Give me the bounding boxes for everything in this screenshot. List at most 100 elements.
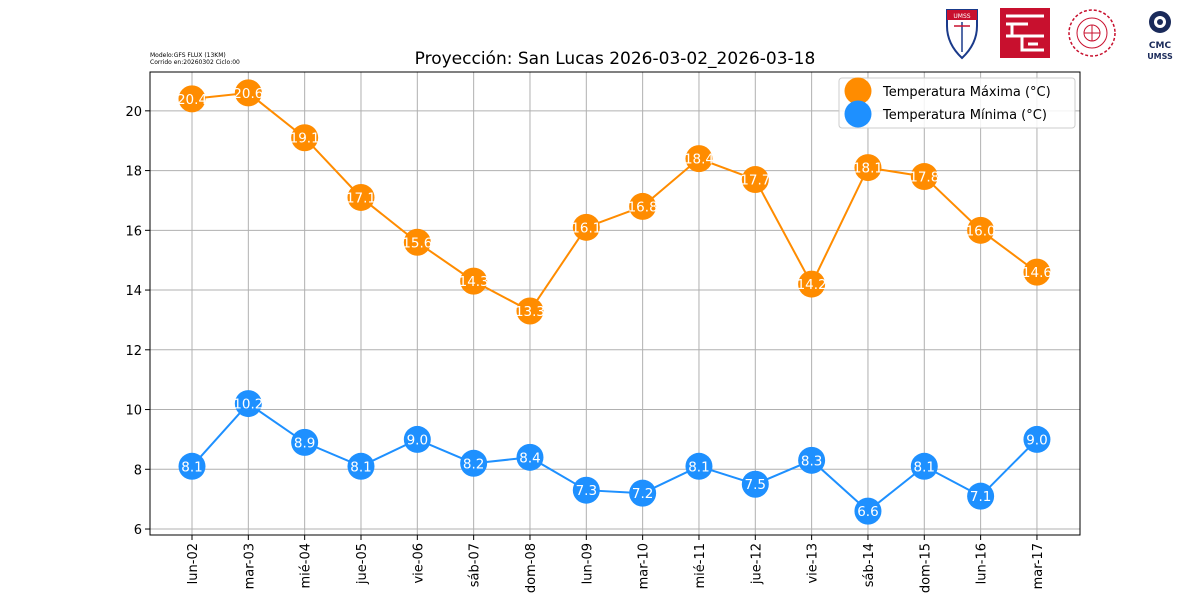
y-tick-label: 14 [125,284,142,299]
data-label-1: 8.1 [688,459,709,475]
data-point-0 [854,154,882,182]
x-tick-label: lun-16 [975,543,990,584]
data-point-1 [1023,425,1051,453]
data-label-0: 18.4 [684,152,714,168]
data-label-1: 10.2 [233,397,263,413]
data-label-1: 8.9 [294,435,315,451]
data-point-1 [460,449,488,477]
svg-text:CMC: CMC [1149,41,1172,51]
series-line-0 [191,91,1038,313]
x-tick-label: lun-09 [580,543,595,584]
legend: Temperatura Máxima (°C) Temperatura Mínim… [838,77,1076,129]
data-label-0: 13.3 [515,304,545,320]
legend-marker-0 [844,77,872,105]
data-point-0 [629,192,657,220]
data-label-0: 20.6 [233,86,263,102]
legend-marker-1 [844,100,872,128]
model-info-line2: Corrido en:20260302 Ciclo:00 [150,59,240,66]
data-label-0: 17.8 [909,170,939,186]
data-label-0: 17.7 [740,173,770,189]
data-point-0 [967,216,995,244]
data-point-0 [572,213,600,241]
legend-box [838,77,1076,129]
data-point-0 [347,183,375,211]
axes: lun-02 mar-03 mié-04 jue-05 vie-06 sáb-07 dom-… [125,105,1045,593]
data-label-1: 8.1 [181,459,202,475]
x-tick-label: dom-08 [524,543,539,593]
data-point-0 [685,145,713,173]
data-label-0: 14.3 [459,274,489,290]
svg-text:UMSS: UMSS [1147,52,1173,61]
x-tick-label: jue-12 [749,543,764,585]
data-label-0: 18.1 [853,161,883,177]
chart-title: Proyección: San Lucas 2026-03-02_2026-03… [415,49,816,69]
data-point-1 [403,425,431,453]
data-label-0: 19.1 [290,131,320,147]
series-layer: 20.4 20.6 19.1 17.1 15.6 14.3 13.3 16.1 16.8 18.4… [177,79,1052,525]
data-label-0: 20.4 [177,92,207,108]
legend-label-1: Temperatura Mínima (°C) [882,108,1047,123]
x-tick-label: vie-13 [806,543,821,584]
data-label-0: 16.1 [571,220,601,236]
y-tick-label: 20 [125,105,142,120]
data-label-1: 7.5 [745,477,766,493]
x-tick-label: mié-11 [693,543,708,589]
x-tick-label: mié-04 [299,543,314,589]
data-point-1 [967,482,995,510]
data-point-0 [516,297,544,325]
data-label-0: 16.0 [966,223,996,239]
data-label-0: 14.6 [1022,265,1052,281]
data-point-1 [234,390,262,418]
x-tick-label: mar-17 [1031,543,1046,589]
data-point-1 [629,479,657,507]
data-point-0 [403,228,431,256]
model-info: Modelo:GFS FLUX (13KM) Corrido en:202603… [150,52,240,66]
legend-label-0: Temperatura Máxima (°C) [882,85,1051,100]
y-tick-label: 18 [125,165,142,180]
data-label-1: 8.1 [350,459,371,475]
data-label-1: 8.3 [801,453,822,469]
data-point-1 [741,470,769,498]
data-label-1: 7.2 [632,486,653,502]
y-tick-label: 16 [125,224,142,239]
data-point-0 [1023,258,1051,286]
data-label-1: 9.0 [407,432,428,448]
data-point-0 [178,85,206,113]
x-tick-label: lun-02 [186,543,201,584]
data-point-1 [347,452,375,480]
data-point-1 [572,476,600,504]
data-point-1 [685,452,713,480]
data-point-1 [798,446,826,474]
data-label-1: 8.4 [519,450,540,466]
data-label-1: 7.1 [970,489,991,505]
x-tick-label: vie-06 [411,543,426,584]
data-label-1: 8.1 [914,459,935,475]
data-label-1: 9.0 [1026,432,1047,448]
x-tick-label: mar-03 [242,543,257,589]
y-tick-label: 6 [134,523,142,538]
series-line-1 [191,402,1038,513]
data-point-1 [516,443,544,471]
y-tick-label: 8 [134,463,142,478]
data-label-1: 7.3 [576,483,597,499]
red-emblem-logo [1000,8,1050,58]
cmc-umss-logo: CMC UMSS [1147,11,1173,61]
plot-frame [149,71,1081,536]
data-point-1 [854,497,882,525]
data-label-1: 6.6 [857,504,878,520]
data-label-1: 8.2 [463,456,484,472]
x-tick-label: sáb-07 [468,543,483,587]
data-point-0 [234,79,262,107]
data-point-0 [741,166,769,194]
data-point-1 [910,452,938,480]
data-label-0: 14.2 [797,277,827,293]
circular-seal-logo [1068,9,1116,57]
x-tick-label: jue-05 [355,543,370,585]
data-label-0: 16.8 [628,199,658,215]
data-point-0 [910,163,938,191]
logos: UMSS CMC UMSS [940,6,1190,62]
data-point-0 [798,270,826,298]
data-label-0: 15.6 [402,235,432,251]
x-tick-label: sáb-14 [862,543,877,587]
